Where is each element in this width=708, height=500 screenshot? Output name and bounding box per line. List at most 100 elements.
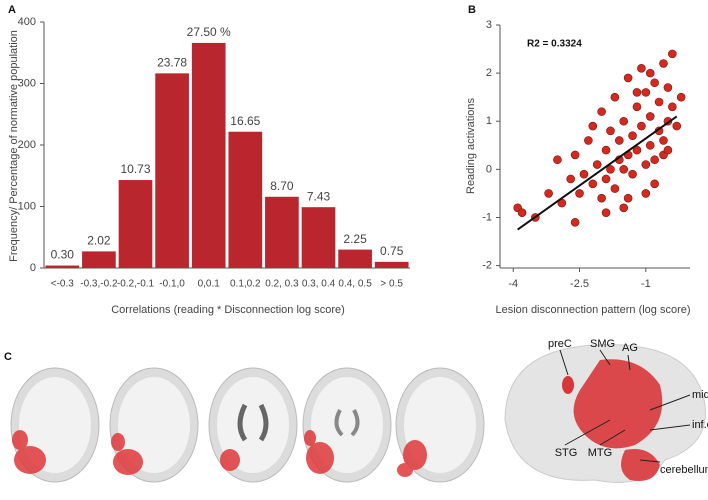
y-tick-label: 100 <box>18 200 36 212</box>
point <box>668 102 677 112</box>
point <box>632 88 642 97</box>
point <box>623 193 633 203</box>
point <box>517 208 527 217</box>
point <box>570 217 580 227</box>
bar-label: 2.02 <box>87 234 111 248</box>
region-label: inf.occ. <box>692 419 708 431</box>
x-axis-label: Correlations (reading * Disconnection lo… <box>111 304 345 316</box>
point <box>588 179 598 189</box>
x-tick-label: 0.1,0.2 <box>230 279 261 290</box>
x-tick-label: 0.2, 0.3 <box>265 279 299 290</box>
point <box>601 145 611 155</box>
point <box>645 140 655 150</box>
x-tick-label: -2.5 <box>570 278 589 290</box>
x-tick-label: 0.3, 0.4 <box>302 279 336 290</box>
point <box>641 160 651 169</box>
point <box>632 102 642 112</box>
bar <box>118 180 153 268</box>
point <box>606 126 615 136</box>
x-tick-label: -1 <box>641 278 651 290</box>
bar <box>82 251 116 268</box>
x-tick-label: 0,0.1 <box>198 279 221 290</box>
point <box>628 131 637 140</box>
point <box>623 73 633 83</box>
bar-label: 2.25 <box>343 232 367 246</box>
point <box>641 88 651 97</box>
y-tick-label: 2 <box>486 67 492 79</box>
point <box>619 203 629 213</box>
point <box>601 208 611 217</box>
bar <box>45 265 80 268</box>
point <box>641 189 651 198</box>
panel-label: A <box>8 4 16 16</box>
bar-label: 23.78 <box>157 56 187 70</box>
bar <box>338 249 372 268</box>
region-label: preC <box>548 338 572 350</box>
x-axis-label: Lesion disconnection pattern (log score) <box>495 304 690 316</box>
point <box>659 59 668 68</box>
point <box>676 92 686 102</box>
point <box>566 174 575 184</box>
point <box>632 145 642 155</box>
y-tick-label: 300 <box>18 77 36 89</box>
y-tick-label: 400 <box>18 16 36 28</box>
point <box>584 136 593 145</box>
point <box>592 160 602 169</box>
panel-label: B <box>468 4 476 16</box>
point <box>637 64 646 73</box>
point <box>645 112 655 121</box>
bar <box>228 131 263 268</box>
bar-label: 10.73 <box>120 162 150 176</box>
point <box>597 193 606 203</box>
y-tick-label: -2 <box>482 260 492 272</box>
point <box>601 174 611 184</box>
bar <box>191 42 226 268</box>
region-label: AG <box>622 342 638 354</box>
point <box>597 107 606 116</box>
point <box>654 97 664 107</box>
point <box>628 169 637 179</box>
point <box>610 92 620 102</box>
x-tick-label: <-0.3 <box>51 279 75 290</box>
point <box>615 136 624 145</box>
point <box>668 49 677 59</box>
y-tick-label: 3 <box>486 19 492 31</box>
point <box>650 78 659 88</box>
region-label: SMG <box>590 338 615 350</box>
point <box>645 68 655 78</box>
bar <box>155 73 189 268</box>
panel-label: C <box>4 351 12 363</box>
region-label: mid.occ. <box>692 389 708 401</box>
bar <box>374 261 409 268</box>
point <box>663 145 673 155</box>
x-tick-label: > 0.5 <box>380 279 403 290</box>
brain-slices <box>10 367 485 483</box>
x-tick-label: -0.1,0 <box>159 279 185 290</box>
y-axis-label: Reading activations <box>465 98 477 195</box>
x-tick-label: -0.3,-0.2 <box>80 279 118 290</box>
bar-label: 0.75 <box>380 244 404 258</box>
x-tick-label: -0.2,-0.1 <box>117 279 155 290</box>
point <box>637 121 646 131</box>
point <box>553 155 562 165</box>
y-tick-label: 0 <box>30 262 36 274</box>
trendline <box>517 115 678 231</box>
region-label: cerebellum <box>660 464 708 476</box>
point <box>619 116 629 126</box>
x-tick-label: 0.4, 0.5 <box>338 279 372 290</box>
brain-3d <box>504 344 706 483</box>
point <box>579 169 589 179</box>
bar-label: 7.43 <box>307 189 331 203</box>
bar-label: 27.50 % <box>187 25 231 39</box>
bar-label: 16.65 <box>230 114 260 128</box>
bar-label: 0.30 <box>51 248 75 262</box>
y-tick-label: 0 <box>486 163 492 175</box>
bar-label: 8.70 <box>270 179 294 193</box>
point <box>650 155 659 165</box>
y-tick-label: -1 <box>482 211 492 223</box>
point <box>663 83 673 92</box>
point <box>575 189 584 198</box>
point <box>672 121 682 131</box>
bar <box>301 207 336 268</box>
